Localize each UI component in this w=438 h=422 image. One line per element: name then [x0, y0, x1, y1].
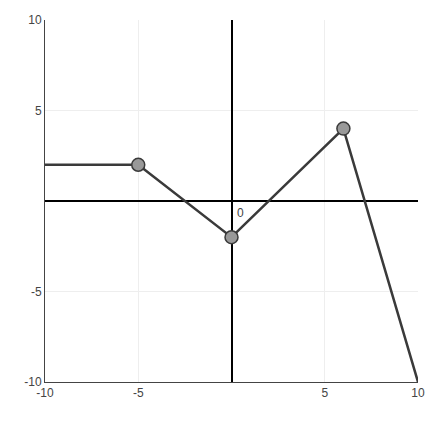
svg-text:-10: -10	[24, 375, 42, 389]
svg-text:5: 5	[321, 386, 328, 400]
svg-text:-5: -5	[31, 285, 42, 299]
svg-text:10: 10	[411, 386, 425, 400]
svg-text:10: 10	[28, 13, 42, 27]
svg-text:-5: -5	[133, 386, 144, 400]
svg-text:0: 0	[237, 206, 244, 220]
svg-text:5: 5	[35, 104, 42, 118]
svg-text:-10: -10	[36, 386, 54, 400]
